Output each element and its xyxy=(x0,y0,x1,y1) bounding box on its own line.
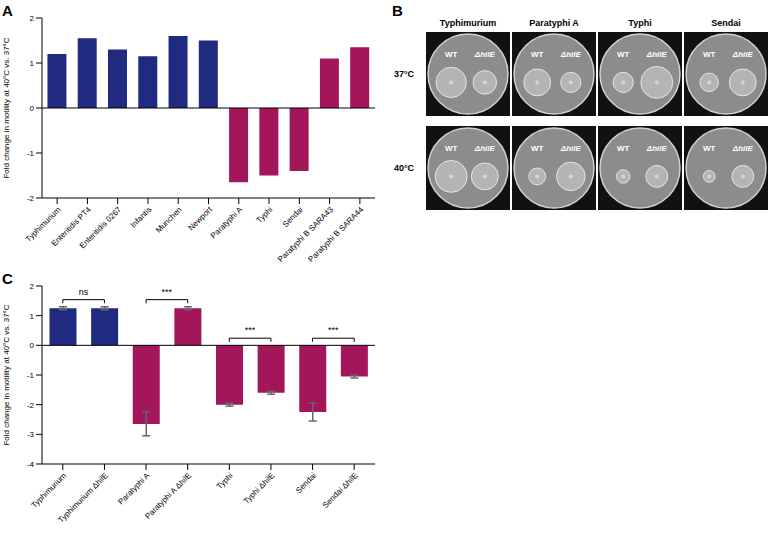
svg-text:Typhi: Typhi xyxy=(215,471,235,491)
svg-text:***: *** xyxy=(162,287,173,297)
svg-text:Typhi ΔhilE: Typhi ΔhilE xyxy=(242,471,277,506)
svg-text:***: *** xyxy=(328,325,339,335)
svg-text:-4: -4 xyxy=(27,460,35,469)
svg-text:ΔhilE: ΔhilE xyxy=(474,50,496,59)
svg-text:Munchen: Munchen xyxy=(154,205,184,235)
html-text:B: B xyxy=(392,2,403,19)
svg-text:Paratyphi A: Paratyphi A xyxy=(529,18,579,28)
svg-text:Typhi: Typhi xyxy=(628,18,651,28)
svg-text:Paratyphi A ΔhilE: Paratyphi A ΔhilE xyxy=(143,471,193,521)
svg-text:Sendai: Sendai xyxy=(711,18,741,28)
svg-text:Newport: Newport xyxy=(186,205,214,233)
svg-text:ΔhilE: ΔhilE xyxy=(646,144,668,153)
svg-text:Typhimurium ΔhilE: Typhimurium ΔhilE xyxy=(56,471,110,525)
svg-text:WT: WT xyxy=(617,144,630,153)
svg-text:37°C: 37°C xyxy=(394,69,415,79)
svg-text:0: 0 xyxy=(30,341,35,350)
svg-text:WT: WT xyxy=(531,50,544,59)
svg-text:***: *** xyxy=(245,325,256,335)
svg-text:Typhimurium: Typhimurium xyxy=(29,471,68,510)
html-text:C: C xyxy=(2,270,13,287)
svg-text:Fold change in motility at 40°: Fold change in motility at 40°C vs. 37°C xyxy=(2,37,11,178)
svg-text:WT: WT xyxy=(617,50,630,59)
svg-text:2: 2 xyxy=(30,282,35,291)
svg-text:ns: ns xyxy=(79,287,89,297)
svg-text:ΔhilE: ΔhilE xyxy=(732,50,754,59)
svg-text:WT: WT xyxy=(445,50,458,59)
svg-text:Paratyphi B SARA43: Paratyphi B SARA43 xyxy=(276,205,335,264)
svg-text:WT: WT xyxy=(703,144,716,153)
svg-text:2: 2 xyxy=(30,14,35,23)
svg-text:Paratyphi A: Paratyphi A xyxy=(116,471,152,507)
svg-text:WT: WT xyxy=(703,50,716,59)
svg-text:-1: -1 xyxy=(27,371,35,380)
svg-text:1: 1 xyxy=(30,59,35,68)
svg-text:0: 0 xyxy=(30,104,35,113)
svg-text:ΔhilE: ΔhilE xyxy=(560,50,582,59)
svg-text:Sendai: Sendai xyxy=(281,205,305,229)
svg-text:-2: -2 xyxy=(27,401,35,410)
svg-text:Typhimurium: Typhimurium xyxy=(23,205,63,244)
svg-text:-1: -1 xyxy=(27,149,35,158)
svg-text:ΔhilE: ΔhilE xyxy=(646,50,668,59)
svg-text:ΔhilE: ΔhilE xyxy=(560,144,582,153)
svg-text:Sendai ΔhilE: Sendai ΔhilE xyxy=(321,471,360,510)
svg-text:Typhi: Typhi xyxy=(255,205,275,225)
svg-text:Enteritidis 0267: Enteritidis 0267 xyxy=(78,205,124,251)
svg-text:Fold change in motility at 40°: Fold change in motility at 40°C vs. 37°C xyxy=(2,304,11,445)
svg-text:Sendai: Sendai xyxy=(294,471,318,495)
svg-text:Enteritidis PT4: Enteritidis PT4 xyxy=(49,205,93,249)
svg-text:Paratyphi B SARA44: Paratyphi B SARA44 xyxy=(306,205,365,264)
svg-text:-2: -2 xyxy=(27,194,35,203)
svg-text:-3: -3 xyxy=(27,430,35,439)
svg-text:Typhimurium: Typhimurium xyxy=(440,18,496,28)
svg-text:Infantis: Infantis xyxy=(129,205,154,230)
svg-text:Paratyphi A: Paratyphi A xyxy=(209,205,245,241)
svg-text:ΔhilE: ΔhilE xyxy=(732,144,754,153)
svg-text:40°C: 40°C xyxy=(394,163,415,173)
svg-text:WT: WT xyxy=(445,144,458,153)
svg-text:ΔhilE: ΔhilE xyxy=(474,144,496,153)
svg-text:WT: WT xyxy=(531,144,544,153)
html-text:A: A xyxy=(2,2,13,19)
svg-text:1: 1 xyxy=(30,312,35,321)
